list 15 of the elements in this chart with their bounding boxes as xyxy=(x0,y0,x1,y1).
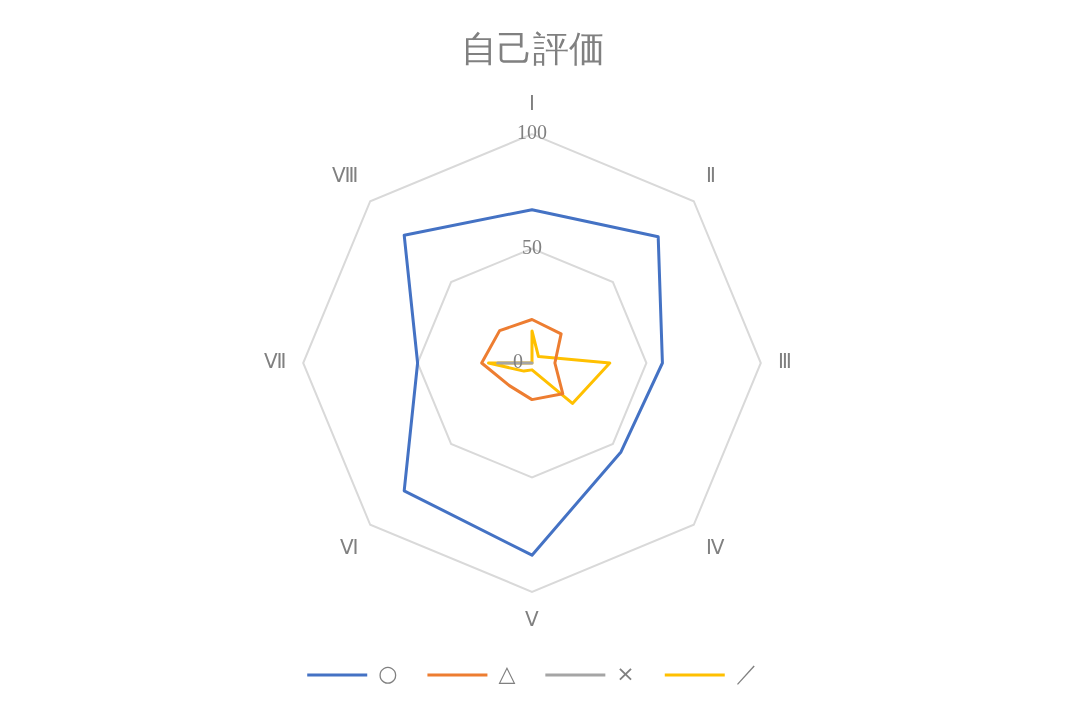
spoke-label: Ⅲ xyxy=(777,350,792,373)
y-tick-label: 50 xyxy=(522,235,542,258)
spoke-label: Ⅶ xyxy=(264,350,287,373)
spoke-label: Ⅴ xyxy=(525,608,539,631)
y-tick-label: 100 xyxy=(517,121,547,144)
spoke-label: Ⅷ xyxy=(332,164,359,187)
legend-label: ／ xyxy=(735,660,758,686)
chart-title: 自己評価 xyxy=(460,27,605,69)
spoke-label: Ⅰ xyxy=(529,92,535,115)
spoke-label: Ⅱ xyxy=(705,164,716,187)
legend-label: × xyxy=(616,660,635,686)
spoke-label: Ⅳ xyxy=(705,536,725,559)
legend-label: ○ xyxy=(378,660,398,686)
spoke-label: Ⅵ xyxy=(340,536,359,559)
legend-label: △ xyxy=(498,660,516,686)
